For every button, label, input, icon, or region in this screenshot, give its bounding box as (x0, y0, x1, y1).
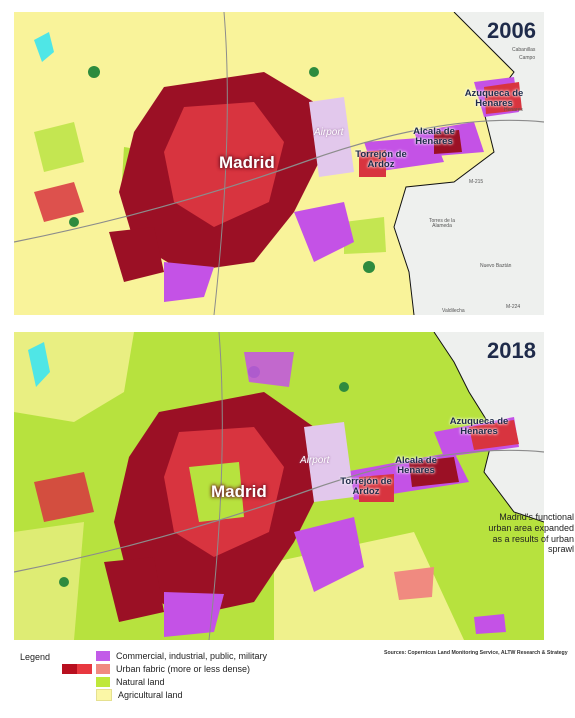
airport-label: Airport (314, 127, 344, 138)
legend-item-natural: Natural land (96, 676, 165, 688)
legend-title: Legend (20, 652, 51, 662)
legend-label-urban-fabric: Urban fabric (more or less dense) (116, 664, 251, 674)
land-use-map-2006: 2006 Madrid Airport Torrejón de Ardoz Al… (14, 12, 544, 315)
legend-swatch-agricultural (96, 689, 112, 701)
city-label-azuqueca: Azuqueca de Henares (449, 416, 509, 437)
legend-label-agricultural: Agricultural land (118, 690, 183, 700)
legend-label-natural: Natural land (116, 677, 165, 687)
basemap-label-m224: M-224 (506, 304, 521, 310)
legend-item-commercial: Commercial, industrial, public, military (96, 650, 267, 662)
basemap-label-campo: Campo (519, 55, 536, 61)
sources-note: Sources: Copernicus Land Monitoring Serv… (384, 650, 568, 656)
city-label-alcala: Alcala de Henares (395, 455, 437, 476)
legend-label-commercial: Commercial, industrial, public, military (116, 651, 268, 661)
map-2006-graphic (14, 12, 544, 315)
airport-label: Airport (300, 455, 330, 466)
land-use-map-2018: 2018 Madrid Airport Torrejón de Ardoz Al… (14, 332, 544, 640)
basemap-label-valdilecha: Valdilecha (442, 308, 465, 314)
legend-swatch-urban-dense (62, 664, 77, 674)
urban-sprawl-annotation: Madrid's functional urban area expanded … (488, 512, 574, 555)
city-label-alcala: Alcala de Henares (413, 126, 455, 147)
legend-swatch-urban-light (96, 664, 110, 674)
legend-swatches-urban-density (62, 664, 92, 674)
city-label-madrid: Madrid (219, 153, 275, 172)
city-label-torrejon: Torrejón de Ardoz (340, 476, 392, 497)
legend-swatch-commercial (96, 651, 110, 661)
basemap-label-nuevo-baztan: Nuevo Baztán (480, 263, 512, 269)
legend-swatch-urban-medium (77, 664, 92, 674)
city-label-torrejon: Torrejón de Ardoz (355, 149, 407, 170)
basemap-label-torres: Torres de la Alameda (428, 218, 456, 230)
city-label-azuqueca: Azuqueca de Henares (464, 88, 524, 109)
map-2018-graphic (14, 332, 544, 640)
legend-swatch-natural (96, 677, 110, 687)
year-label-2006: 2006 (487, 18, 536, 43)
legend-item-agricultural: Agricultural land (96, 689, 183, 701)
basemap-label-m215: M-215 (469, 179, 484, 185)
basemap-label-henares: Henares (504, 107, 523, 113)
year-label-2018: 2018 (487, 338, 536, 363)
basemap-label-cabanillas: Cabanillas (512, 47, 536, 53)
city-label-madrid: Madrid (211, 482, 267, 501)
legend-item-urban-fabric: Urban fabric (more or less dense) (96, 663, 250, 675)
